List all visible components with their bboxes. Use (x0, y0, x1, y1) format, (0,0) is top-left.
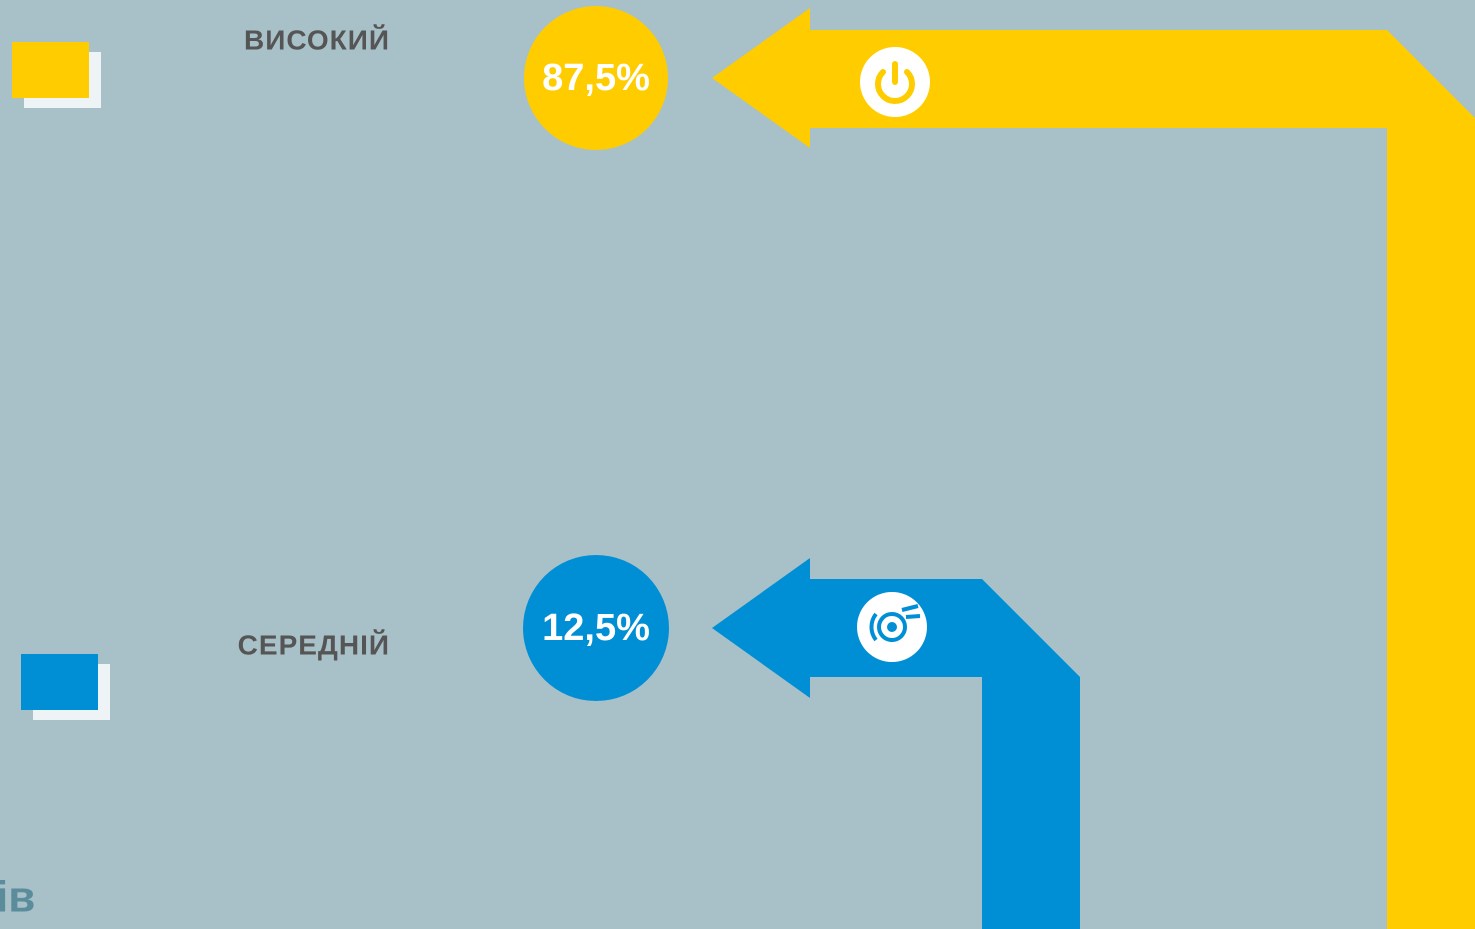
percent-label: 12,5% (542, 607, 650, 649)
value-circle (524, 6, 668, 150)
value-circle (523, 555, 669, 701)
legend-square-yellow (12, 42, 89, 98)
level-label: ВИСОКИЙ (244, 23, 390, 55)
level-label: СЕРЕДНІЙ (238, 628, 390, 660)
percent-label: 87,5% (542, 57, 650, 99)
yellow-arrow (712, 8, 1475, 929)
footer-text: ів (0, 873, 35, 922)
legend-square-blue (21, 654, 98, 710)
disc-icon (857, 592, 927, 662)
blue-arrow (712, 558, 1080, 929)
power-icon (860, 47, 930, 117)
